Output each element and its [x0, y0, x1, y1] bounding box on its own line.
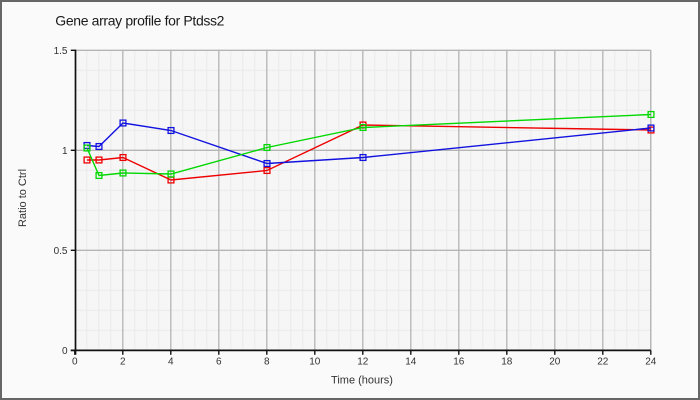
- svg-text:Time (hours): Time (hours): [331, 375, 393, 387]
- svg-text:22: 22: [597, 357, 609, 368]
- svg-text:1: 1: [62, 146, 68, 157]
- svg-text:12: 12: [357, 357, 369, 368]
- svg-text:14: 14: [405, 357, 417, 368]
- svg-text:Gene array profile for Ptdss2: Gene array profile for Ptdss2: [55, 13, 224, 29]
- svg-text:20: 20: [549, 357, 561, 368]
- svg-text:10: 10: [309, 357, 321, 368]
- svg-text:16: 16: [453, 357, 465, 368]
- svg-text:Ratio to Ctrl: Ratio to Ctrl: [17, 169, 29, 227]
- svg-text:0: 0: [62, 346, 68, 357]
- svg-text:6: 6: [216, 357, 222, 368]
- svg-text:24: 24: [645, 357, 657, 368]
- svg-text:0: 0: [72, 357, 78, 368]
- svg-text:1.5: 1.5: [54, 46, 68, 57]
- svg-text:0.5: 0.5: [54, 246, 68, 257]
- svg-text:4: 4: [168, 357, 174, 368]
- svg-text:8: 8: [264, 357, 270, 368]
- svg-text:2: 2: [120, 357, 126, 368]
- svg-text:18: 18: [501, 357, 513, 368]
